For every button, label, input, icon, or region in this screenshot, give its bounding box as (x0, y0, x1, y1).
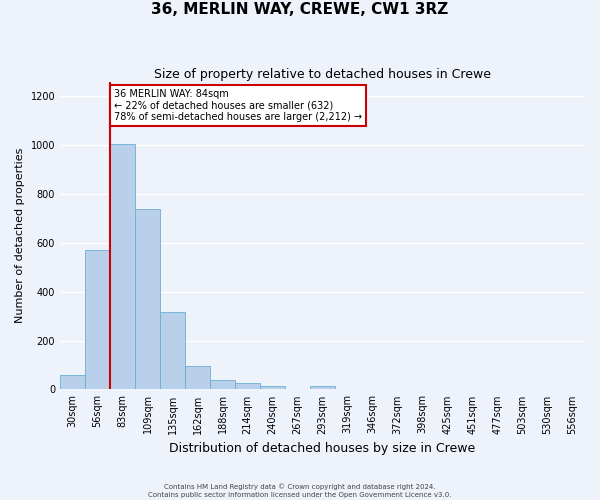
Title: Size of property relative to detached houses in Crewe: Size of property relative to detached ho… (154, 68, 491, 80)
Text: Contains HM Land Registry data © Crown copyright and database right 2024.
Contai: Contains HM Land Registry data © Crown c… (148, 484, 452, 498)
Bar (60, 375, 85, 390)
Y-axis label: Number of detached properties: Number of detached properties (15, 148, 25, 323)
Bar (235, 384, 260, 390)
Text: 36 MERLIN WAY: 84sqm
← 22% of detached houses are smaller (632)
78% of semi-deta: 36 MERLIN WAY: 84sqm ← 22% of detached h… (114, 89, 362, 122)
Bar (260, 386, 285, 390)
X-axis label: Distribution of detached houses by size in Crewe: Distribution of detached houses by size … (169, 442, 476, 455)
Bar (160, 312, 185, 390)
Bar (185, 366, 210, 390)
Bar (210, 380, 235, 390)
Bar (85, 250, 110, 390)
Bar (110, 144, 135, 390)
Bar (310, 386, 335, 390)
Bar (135, 208, 160, 390)
Text: 36, MERLIN WAY, CREWE, CW1 3RZ: 36, MERLIN WAY, CREWE, CW1 3RZ (151, 2, 449, 18)
